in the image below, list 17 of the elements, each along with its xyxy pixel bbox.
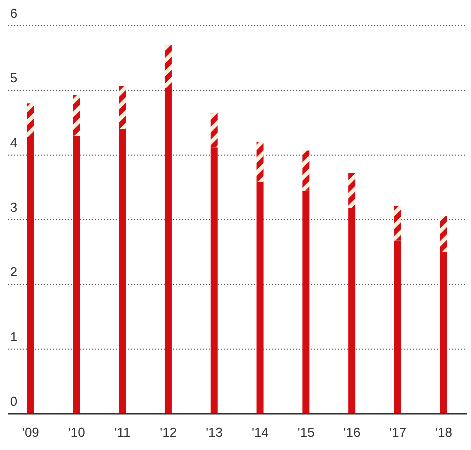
y-tick-label: 4 bbox=[10, 135, 18, 150]
x-tick-label: '16 bbox=[344, 425, 361, 440]
y-tick-label: 1 bbox=[10, 329, 18, 344]
x-tick-label: '17 bbox=[390, 425, 407, 440]
x-tick-label: '18 bbox=[436, 425, 453, 440]
y-tick-label: 5 bbox=[10, 70, 18, 86]
x-tick-label: '11 bbox=[114, 425, 131, 440]
y-tick-label: 2 bbox=[10, 264, 18, 280]
y-tick-label: 6 bbox=[10, 6, 18, 21]
x-tick-label: '10 bbox=[68, 425, 86, 440]
x-tick-label: '09 bbox=[22, 425, 40, 440]
x-tick-label: '15 bbox=[298, 425, 315, 440]
x-tick-label: '14 bbox=[252, 425, 269, 440]
y-tick-label: 0 bbox=[10, 394, 18, 409]
y-tick-label: 3 bbox=[10, 200, 18, 215]
x-tick-label: '12 bbox=[160, 425, 178, 440]
x-tick-label: '13 bbox=[206, 425, 224, 440]
